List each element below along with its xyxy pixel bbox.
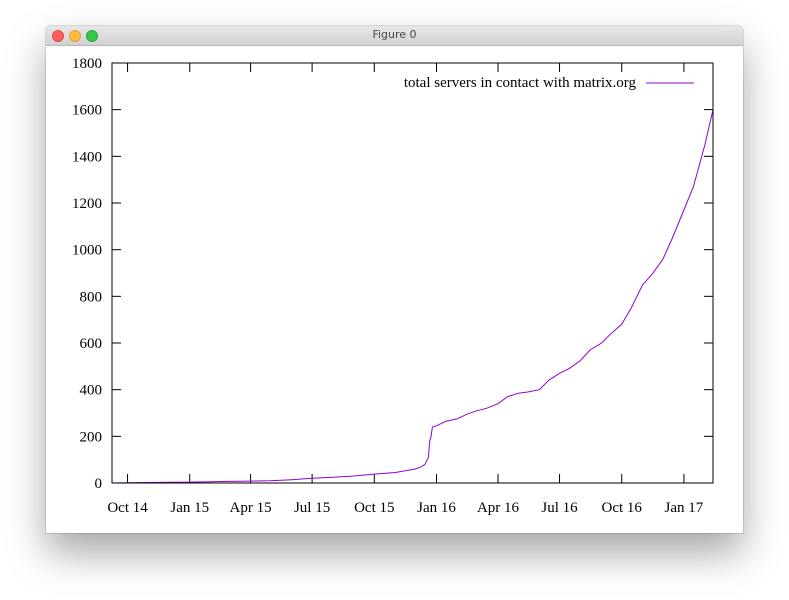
- figure-window: Figure 0 0 200 400 600 800 1000 1200 1400 1600 18…: [46, 26, 743, 533]
- x-tick-label: Apr 15: [230, 500, 272, 516]
- minimize-window-button[interactable]: [69, 30, 81, 42]
- line-chart: 0 200 400 600 800 1000 1200 1400 1600 1800 Oct 14…: [72, 56, 714, 516]
- y-tick-label: 0: [95, 476, 103, 492]
- plot-frame: [111, 62, 714, 484]
- x-tick-label: Jan 17: [665, 500, 704, 516]
- y-tick-label: 600: [80, 336, 103, 352]
- y-tick-label: 400: [80, 383, 103, 399]
- y-tick-label: 1400: [72, 149, 102, 165]
- y-tick-label: 1800: [72, 56, 102, 72]
- legend: total servers in contact with matrix.org: [404, 75, 694, 91]
- window-titlebar[interactable]: Figure 0: [46, 26, 743, 46]
- y-tick-label: 200: [80, 429, 103, 445]
- y-tick-label: 1000: [72, 243, 102, 259]
- y-tick-label: 1200: [72, 196, 102, 212]
- x-axis-tick-labels: Oct 14 Jan 15 Apr 15 Jul 15 Oct 15 Jan 16 Apr …: [107, 500, 703, 516]
- y-tick-label: 800: [80, 289, 103, 305]
- x-tick-label: Apr 16: [477, 500, 520, 516]
- x-tick-label: Oct 16: [602, 500, 643, 516]
- x-tick-label: Oct 15: [354, 500, 394, 516]
- x-tick-label: Jul 15: [294, 500, 330, 516]
- series-line: [111, 109, 714, 484]
- zoom-window-button[interactable]: [86, 30, 98, 42]
- close-window-button[interactable]: [52, 30, 64, 42]
- legend-label: total servers in contact with matrix.org: [404, 75, 637, 91]
- x-axis-ticks: [127, 63, 685, 483]
- y-axis-ticks: [112, 62, 713, 484]
- x-tick-label: Oct 14: [107, 500, 148, 516]
- x-tick-label: Jan 16: [417, 500, 456, 516]
- window-title: Figure 0: [372, 28, 417, 41]
- y-tick-label: 1600: [72, 103, 102, 119]
- x-tick-label: Jul 16: [541, 500, 578, 516]
- x-tick-label: Jan 15: [170, 500, 209, 516]
- y-axis-tick-labels: 0 200 400 600 800 1000 1200 1400 1600 1800: [72, 56, 102, 492]
- series-layer: [111, 109, 714, 484]
